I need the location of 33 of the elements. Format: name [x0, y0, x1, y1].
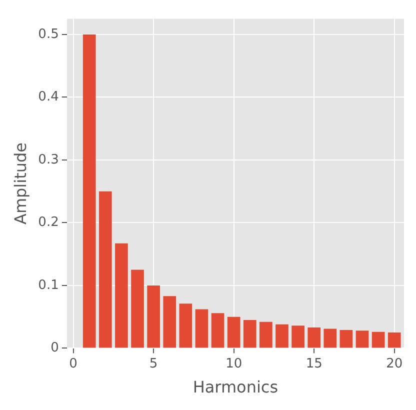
y-tick-label: 0.5 — [38, 26, 59, 42]
x-tick-label: 0 — [69, 356, 78, 372]
bar — [243, 320, 256, 348]
x-tick-label: 5 — [149, 356, 158, 372]
y-tick-label: 0.4 — [38, 90, 59, 105]
bar — [372, 332, 385, 348]
bar — [163, 296, 176, 348]
bar — [195, 309, 208, 348]
bar — [356, 330, 369, 348]
x-tick-label: 20 — [386, 356, 403, 372]
x-axis-title: Harmonics — [192, 378, 278, 397]
y-tick-label: 0.3 — [38, 152, 59, 168]
bar — [115, 243, 128, 348]
bar — [82, 34, 96, 348]
bar — [308, 327, 321, 348]
bar — [260, 322, 272, 348]
bar — [324, 328, 337, 348]
bar — [388, 332, 401, 348]
y-tick-label: 0.2 — [38, 215, 59, 230]
x-tick-label: 10 — [226, 356, 242, 372]
bar — [98, 191, 112, 348]
y-axis-title: Amplitude — [10, 142, 30, 224]
bar — [276, 324, 288, 348]
bar — [179, 304, 192, 348]
bar — [131, 270, 144, 348]
bar — [340, 330, 353, 348]
bar — [211, 313, 224, 348]
x-tick-label: 15 — [306, 356, 322, 372]
bar — [147, 285, 160, 348]
bar — [227, 316, 240, 348]
y-tick-label: 0.1 — [38, 278, 59, 293]
y-tick-label: 0 — [50, 340, 59, 356]
bar — [292, 326, 304, 348]
